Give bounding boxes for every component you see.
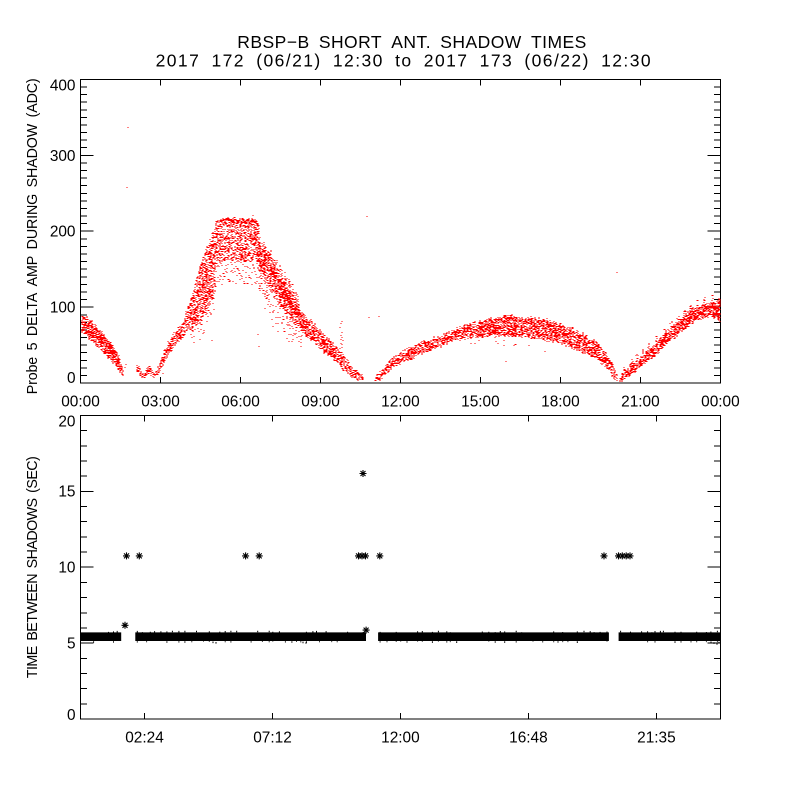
svg-text:21:00: 21:00 bbox=[621, 394, 660, 411]
svg-text:16:48: 16:48 bbox=[509, 730, 548, 747]
svg-text:18:00: 18:00 bbox=[541, 394, 580, 411]
svg-text:15: 15 bbox=[58, 484, 75, 501]
svg-text:0: 0 bbox=[67, 370, 76, 387]
svg-text:21:35: 21:35 bbox=[637, 730, 676, 747]
svg-text:2017 172 (06/21) 12:30 to: 2017 172 (06/21) 12:30 to 2017 173 (06/2… bbox=[156, 50, 651, 70]
svg-text:Probe 5 DELTA AMP DURING: Probe 5 DELTA AMP DURING SHADOW (ADC) bbox=[25, 78, 41, 394]
svg-text:20: 20 bbox=[58, 413, 75, 430]
svg-text:06:00: 06:00 bbox=[221, 394, 260, 411]
svg-text:200: 200 bbox=[50, 224, 76, 241]
svg-text:02:24: 02:24 bbox=[125, 730, 164, 747]
svg-text:07:12: 07:12 bbox=[253, 730, 292, 747]
svg-text:300: 300 bbox=[50, 148, 76, 165]
svg-text:10: 10 bbox=[58, 560, 75, 577]
svg-text:00:00: 00:00 bbox=[61, 394, 100, 411]
svg-text:15:00: 15:00 bbox=[461, 394, 500, 411]
svg-text:5: 5 bbox=[67, 636, 76, 653]
svg-text:12:00: 12:00 bbox=[381, 394, 420, 411]
svg-text:09:00: 09:00 bbox=[301, 394, 340, 411]
svg-text:12:00: 12:00 bbox=[381, 730, 420, 747]
svg-text:0: 0 bbox=[67, 707, 76, 724]
svg-text:400: 400 bbox=[50, 77, 76, 94]
svg-text:100: 100 bbox=[50, 300, 76, 317]
svg-text:RBSP−B SHORT ANT. SHADOW T: RBSP−B SHORT ANT. SHADOW TIMES bbox=[237, 32, 586, 52]
svg-text:03:00: 03:00 bbox=[141, 394, 180, 411]
svg-text:00:00: 00:00 bbox=[701, 394, 740, 411]
svg-text:TIME BETWEEN SHADOWS (SEC): TIME BETWEEN SHADOWS (SEC) bbox=[25, 456, 41, 678]
